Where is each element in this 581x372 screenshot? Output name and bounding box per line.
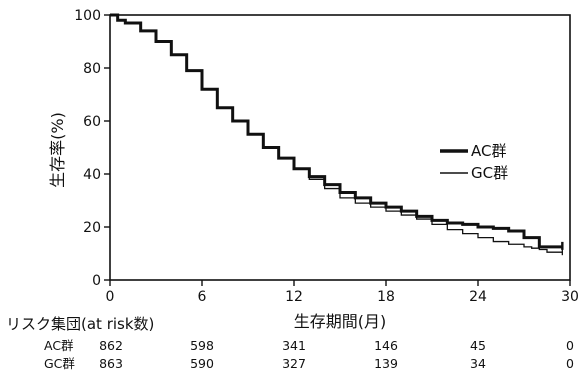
y-tick-label: 100 [74, 8, 101, 24]
series-line-ac [110, 13, 563, 249]
x-tick-label: 30 [561, 289, 579, 305]
axes: 0 6 12 18 24 30 0 20 40 60 80 100 [74, 8, 579, 305]
risk-cell: 45 [470, 338, 486, 353]
curves [110, 13, 564, 256]
y-tick-label: 60 [83, 114, 101, 130]
x-tick-label: 24 [469, 289, 487, 305]
series-line-gc [110, 14, 563, 253]
risk-cell: 327 [282, 356, 306, 371]
x-tick-label: 12 [285, 289, 303, 305]
y-tick-label: 20 [83, 220, 101, 236]
legend: AC群 GC群 [440, 142, 508, 182]
y-axis-label: 生存率(%) [48, 112, 67, 188]
risk-cell: 0 [566, 356, 574, 371]
risk-cell: 341 [282, 338, 306, 353]
legend-label: GC群 [471, 164, 508, 182]
x-tick-label: 6 [198, 289, 207, 305]
x-tick-label: 18 [377, 289, 395, 305]
x-axis-label: 生存期間(月) [294, 312, 387, 331]
risk-cell: 0 [566, 338, 574, 353]
risk-row-label: AC群 [44, 338, 74, 353]
risk-cell: 862 [99, 338, 123, 353]
risk-cell: 146 [374, 338, 398, 353]
risk-cell: 34 [470, 356, 486, 371]
legend-label: AC群 [471, 142, 506, 160]
risk-row-label: GC群 [44, 356, 75, 371]
y-tick-label: 40 [83, 167, 101, 183]
risk-cell: 590 [190, 356, 214, 371]
x-tick-label: 0 [106, 289, 115, 305]
y-tick-label: 80 [83, 61, 101, 77]
plot-frame [109, 14, 571, 281]
y-tick-label: 0 [92, 273, 101, 289]
risk-table-title: リスク集団(at risk数) [6, 315, 155, 333]
risk-cell: 863 [99, 356, 123, 371]
risk-cell: 139 [374, 356, 398, 371]
risk-cell: 598 [190, 338, 214, 353]
